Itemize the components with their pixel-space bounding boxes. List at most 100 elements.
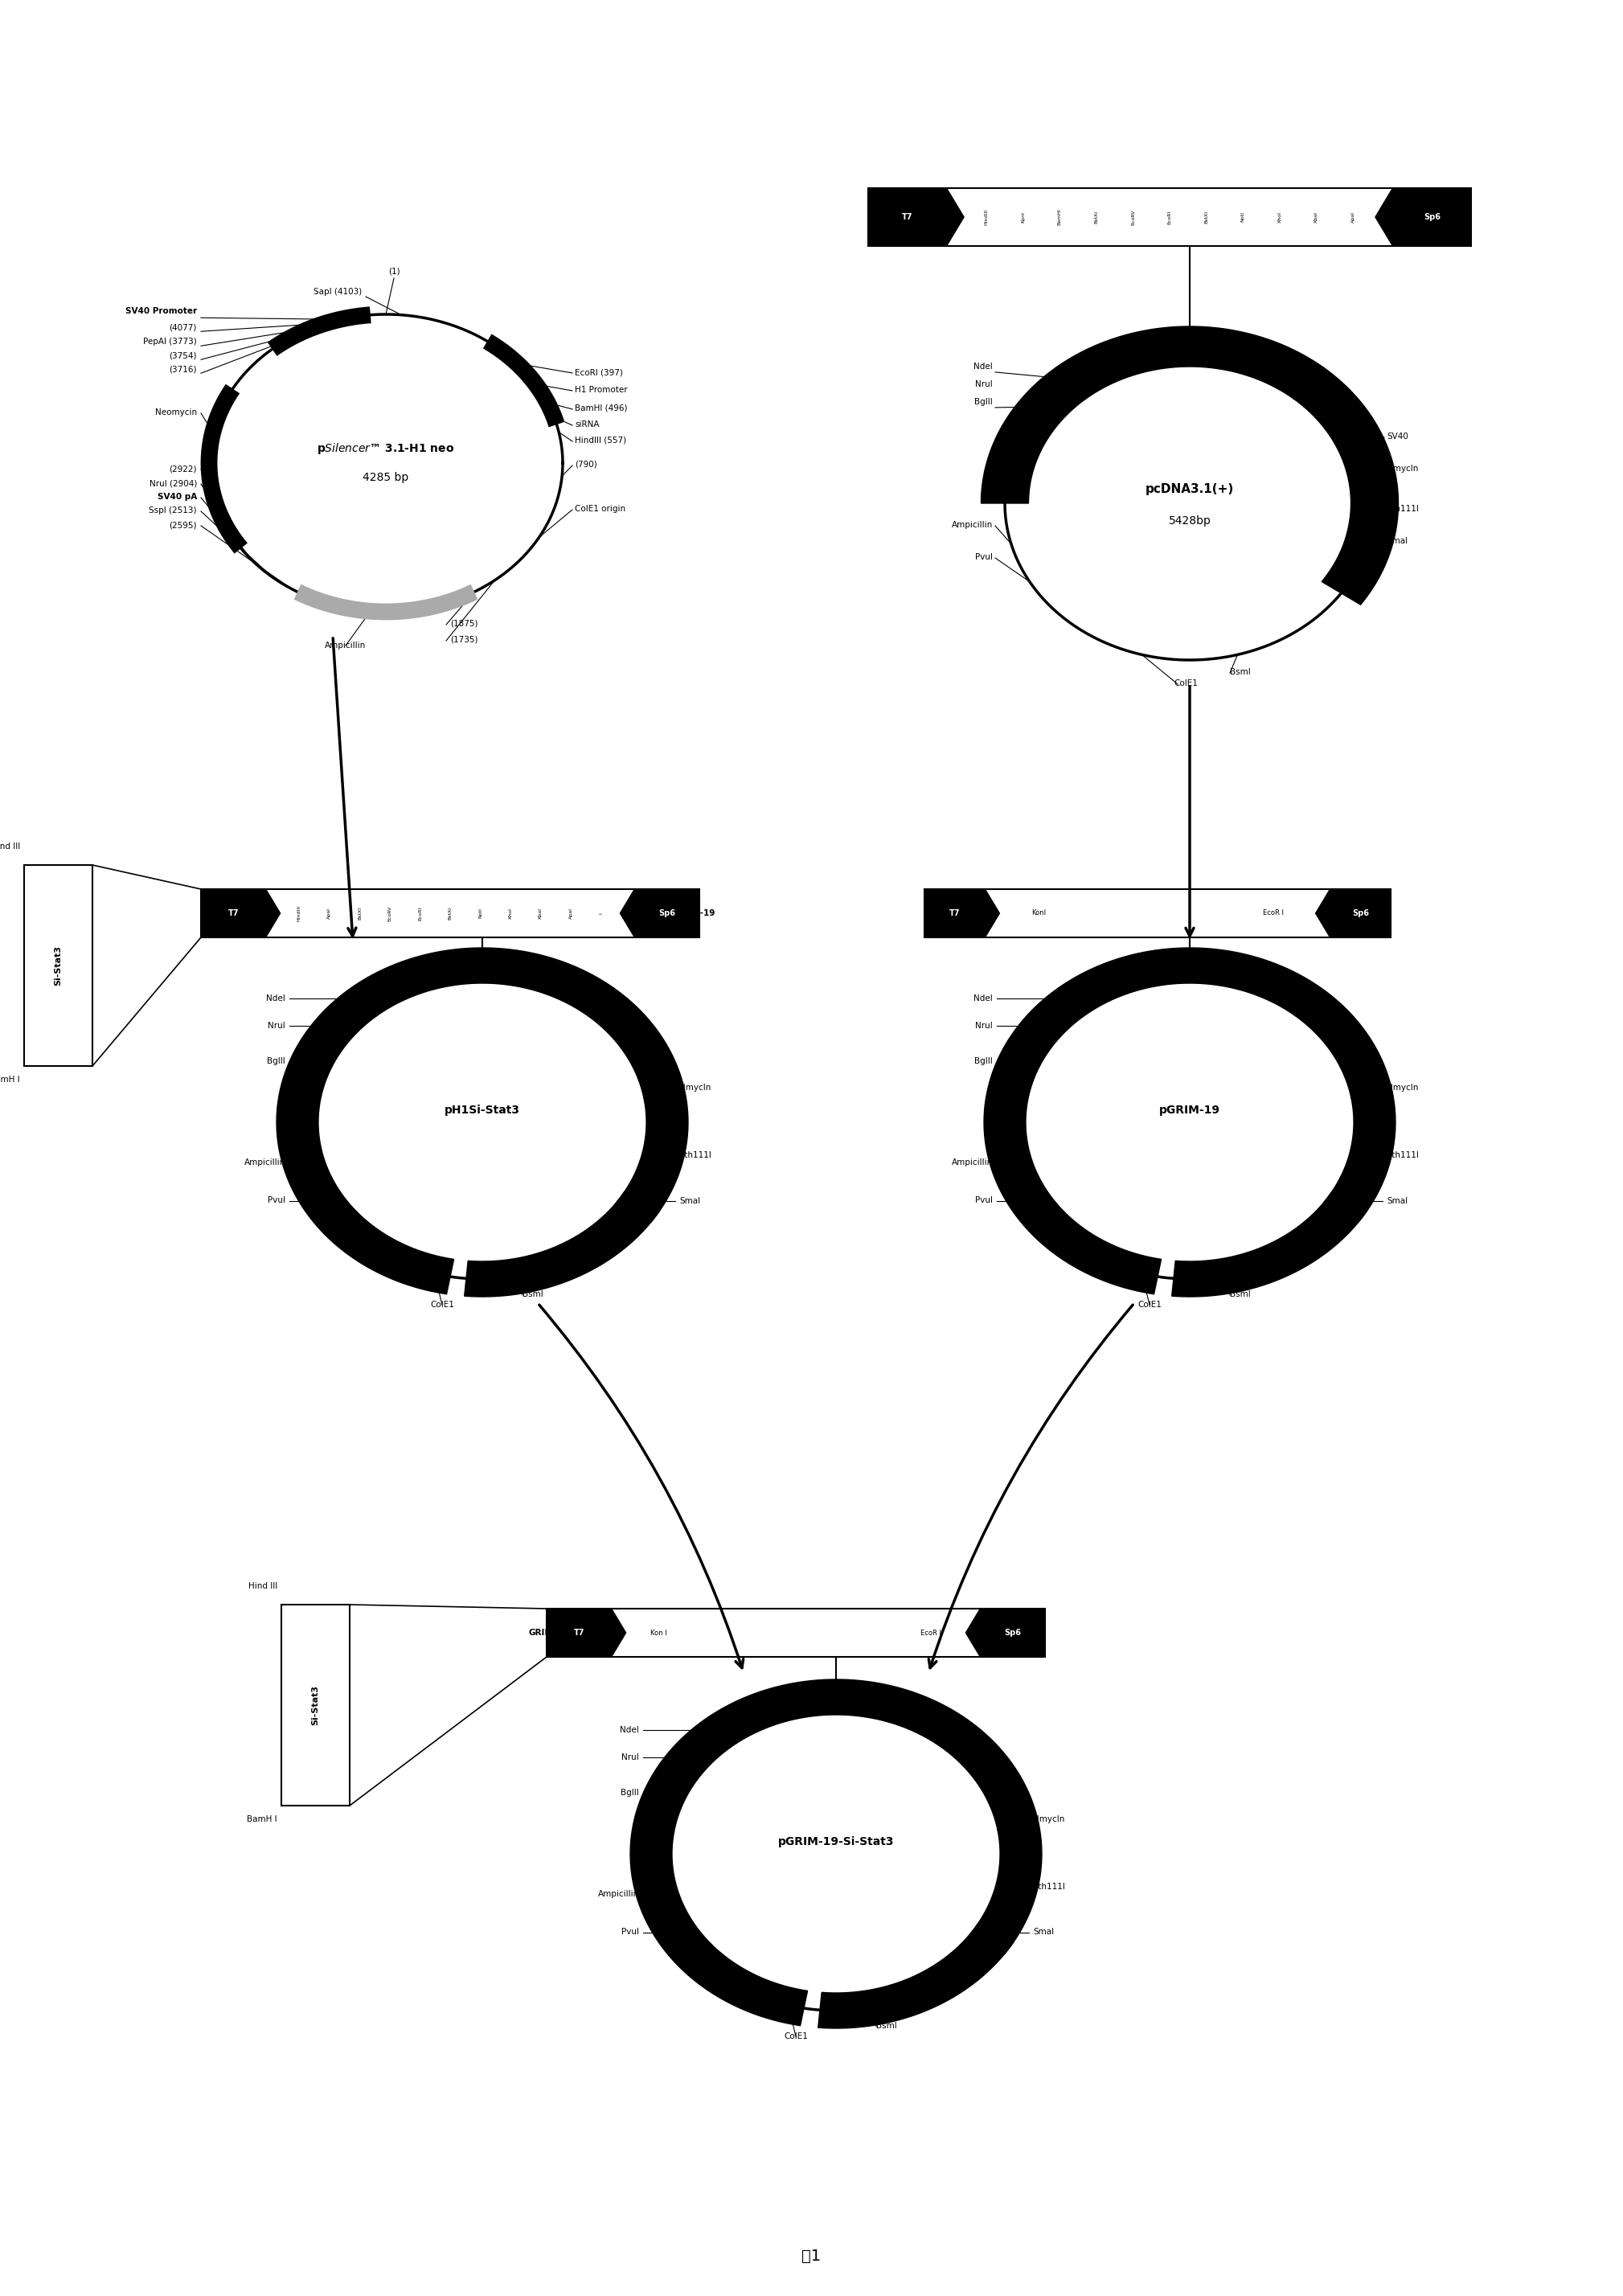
Text: (3716): (3716) xyxy=(169,365,196,374)
Text: Tth111I: Tth111I xyxy=(1386,1150,1419,1159)
Text: PvuI: PvuI xyxy=(975,553,993,560)
Polygon shape xyxy=(1295,990,1393,1097)
Polygon shape xyxy=(325,1212,454,1295)
Polygon shape xyxy=(1058,948,1190,1015)
Text: T7: T7 xyxy=(902,214,912,220)
Polygon shape xyxy=(201,889,281,937)
Text: Si-Stat3: Si-Stat3 xyxy=(54,946,62,985)
Text: Sp6: Sp6 xyxy=(1423,214,1440,220)
Text: Ampicillin: Ampicillin xyxy=(951,521,993,528)
Text: Sp6: Sp6 xyxy=(1005,1628,1021,1637)
Text: Tth111I: Tth111I xyxy=(1386,505,1419,512)
Text: SV40 Promoter: SV40 Promoter xyxy=(125,308,196,315)
Text: ColE1: ColE1 xyxy=(1173,680,1198,687)
Text: EcoR I: EcoR I xyxy=(1263,909,1284,916)
Text: XbaI: XbaI xyxy=(1315,211,1318,223)
Bar xyxy=(925,889,1391,937)
Text: (1735): (1735) xyxy=(450,636,477,643)
Text: Ndel: Ndel xyxy=(266,994,286,1003)
Polygon shape xyxy=(276,1107,357,1235)
Text: SV40: SV40 xyxy=(1386,432,1409,441)
Text: HindIII (557): HindIII (557) xyxy=(575,436,626,445)
Text: Tth111I: Tth111I xyxy=(1032,1883,1065,1890)
Text: EcoRV: EcoRV xyxy=(1131,209,1134,225)
Text: SspI (2513): SspI (2513) xyxy=(149,507,196,514)
Text: GRIM19: GRIM19 xyxy=(529,1628,565,1637)
Text: Ampicillin: Ampicillin xyxy=(325,641,367,650)
Text: SapI (4103): SapI (4103) xyxy=(313,287,362,296)
Text: PvuI: PvuI xyxy=(622,1929,639,1936)
Text: NruI: NruI xyxy=(975,1022,993,1031)
Polygon shape xyxy=(482,948,615,1015)
Text: (1): (1) xyxy=(388,269,399,276)
Text: Ndel: Ndel xyxy=(974,994,993,1003)
Text: XhoI: XhoI xyxy=(1277,211,1282,223)
Text: ColE1: ColE1 xyxy=(784,2032,808,2041)
Polygon shape xyxy=(631,1720,730,1841)
Text: Hind III: Hind III xyxy=(0,843,19,850)
Polygon shape xyxy=(617,1093,688,1221)
Text: ColE1 origin: ColE1 origin xyxy=(575,505,625,512)
Text: Ndel: Ndel xyxy=(620,1727,639,1733)
Polygon shape xyxy=(1190,326,1324,400)
Polygon shape xyxy=(966,1609,1045,1658)
Text: Neomycin: Neomycin xyxy=(156,409,196,416)
Polygon shape xyxy=(1321,473,1399,604)
Polygon shape xyxy=(1032,1212,1160,1295)
Text: ApaI: ApaI xyxy=(1350,211,1355,223)
Text: BamHI: BamHI xyxy=(1058,209,1061,225)
Polygon shape xyxy=(1294,367,1396,480)
Text: Kon I: Kon I xyxy=(649,1630,667,1637)
Polygon shape xyxy=(925,889,1000,937)
Polygon shape xyxy=(868,188,964,246)
Text: HindIII: HindIII xyxy=(297,905,302,921)
Text: NruI: NruI xyxy=(622,1754,639,1761)
Text: EcoRI (397): EcoRI (397) xyxy=(575,367,623,377)
Text: Tth111I: Tth111I xyxy=(680,1150,711,1159)
Text: BamHI (496): BamHI (496) xyxy=(575,404,628,413)
Text: pH1Si-Stat3: pH1Si-Stat3 xyxy=(445,1104,519,1116)
Text: BstXI: BstXI xyxy=(1204,211,1208,223)
Text: pcDNA3.1(+): pcDNA3.1(+) xyxy=(1146,482,1233,496)
Text: ApaI: ApaI xyxy=(568,907,573,918)
Text: SV40 pA: SV40 pA xyxy=(157,494,196,501)
Text: XhoI: XhoI xyxy=(508,907,513,918)
Text: 4285 bp: 4285 bp xyxy=(364,473,409,482)
Polygon shape xyxy=(984,1107,1065,1235)
Polygon shape xyxy=(1284,1192,1368,1265)
Text: H1 Promoter: H1 Promoter xyxy=(575,386,628,395)
Bar xyxy=(547,1609,1045,1658)
Polygon shape xyxy=(278,990,377,1111)
Text: PvuI: PvuI xyxy=(268,1196,286,1205)
Polygon shape xyxy=(351,948,482,1015)
Text: HindIII: HindIII xyxy=(984,209,988,225)
Bar xyxy=(868,188,1470,246)
Text: BglII: BglII xyxy=(268,1056,286,1065)
Text: BamH I: BamH I xyxy=(247,1816,278,1823)
Text: T7: T7 xyxy=(573,1628,584,1637)
Text: Si-Stat3: Si-Stat3 xyxy=(312,1685,320,1724)
Text: BglII: BglII xyxy=(974,1056,993,1065)
Text: PvuI: PvuI xyxy=(975,1196,993,1205)
Text: Ndel: Ndel xyxy=(974,363,993,370)
Polygon shape xyxy=(678,1942,808,2025)
Text: XbaI: XbaI xyxy=(539,907,542,918)
Text: KpnI: KpnI xyxy=(1021,211,1026,223)
Text: PepAI (3773): PepAI (3773) xyxy=(143,338,196,347)
Text: ColE1: ColE1 xyxy=(1138,1302,1162,1309)
Text: (3754): (3754) xyxy=(169,351,196,360)
Polygon shape xyxy=(1055,326,1190,400)
Text: BsmI: BsmI xyxy=(523,1290,544,1297)
Text: EcoR I: EcoR I xyxy=(920,1630,941,1637)
Text: ApaI: ApaI xyxy=(328,907,331,918)
Polygon shape xyxy=(930,1924,1014,1998)
Text: NmycIn: NmycIn xyxy=(680,1084,711,1091)
Text: NruI: NruI xyxy=(268,1022,286,1031)
Text: BstXI: BstXI xyxy=(357,907,362,921)
Text: Smal: Smal xyxy=(1386,537,1407,544)
Polygon shape xyxy=(1375,188,1470,246)
Bar xyxy=(281,1605,349,1805)
Text: Smal: Smal xyxy=(680,1196,700,1205)
Text: pGRIM-19-Si-Stat3: pGRIM-19-Si-Stat3 xyxy=(777,1837,894,1848)
Text: p$\it{Silencer}$™ 3.1-H1 neo: p$\it{Silencer}$™ 3.1-H1 neo xyxy=(316,441,454,457)
